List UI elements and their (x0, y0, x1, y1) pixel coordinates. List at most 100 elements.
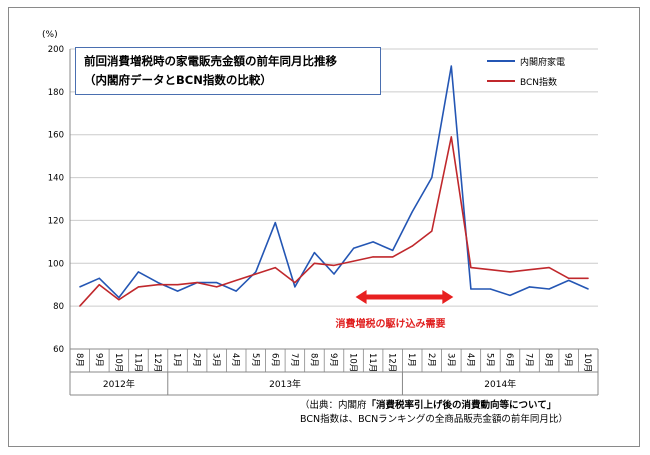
data-point (470, 288, 472, 290)
data-point (568, 277, 570, 279)
chart-title-box: 前回消費増税時の家電販売金額の前年同月比推移 （内閣府データとBCN指数の比較） (75, 47, 381, 95)
data-point (255, 273, 257, 275)
y-tick-label: 140 (48, 174, 64, 184)
data-point (294, 286, 296, 288)
legend-label-cabinet: 内閣府家電 (520, 57, 566, 68)
legend-swatch-cabinet (487, 60, 515, 62)
x-tick-label: 11月 (132, 353, 142, 372)
data-point (157, 284, 159, 286)
data-point (352, 260, 355, 262)
data-point (137, 271, 140, 273)
data-point (98, 284, 100, 286)
data-point (313, 262, 316, 264)
data-point (176, 290, 179, 292)
data-point (450, 136, 452, 138)
data-point (548, 288, 550, 290)
legend-item-bcn: BCN指数 (487, 71, 565, 91)
x-tick-label: 8月 (543, 353, 553, 367)
data-point (333, 273, 335, 275)
x-tick-label: 11月 (367, 353, 377, 372)
data-point (274, 266, 276, 269)
data-point (470, 266, 472, 269)
data-point (372, 256, 374, 258)
data-point (255, 271, 257, 273)
legend-swatch-bcn (487, 80, 515, 82)
data-point (216, 286, 218, 288)
source-title: 「消費税率引上げ後の消費動向等について」 (366, 400, 557, 411)
data-point (235, 290, 237, 292)
data-point (79, 286, 81, 288)
x-tick-label: 5月 (250, 353, 260, 367)
data-point (118, 296, 120, 299)
chart-subtitle: （内閣府データとBCN指数の比較） (84, 73, 272, 87)
data-point (489, 269, 492, 271)
x-tick-label: 12月 (387, 353, 397, 372)
data-point (431, 176, 433, 179)
legend: 内閣府家電 BCN指数 (487, 51, 565, 91)
x-tick-label: 1月 (406, 353, 416, 367)
data-point (137, 286, 140, 288)
y-tick-label: 60 (53, 345, 64, 355)
x-tick-label: 10月 (113, 353, 123, 372)
x-tick-label: 4月 (465, 353, 475, 367)
highlight-arrow-head-right (442, 290, 454, 304)
data-point (509, 271, 511, 273)
data-point (216, 281, 218, 284)
y-tick-label: 160 (48, 131, 64, 141)
data-point (98, 277, 100, 279)
x-tick-label: 7月 (524, 353, 534, 367)
y-tick-label: 180 (48, 88, 64, 98)
data-point (352, 247, 355, 249)
x-tick-label: 3月 (211, 353, 221, 367)
data-point (176, 284, 179, 286)
x-tick-label: 4月 (230, 353, 240, 367)
x-tick-label: 5月 (484, 353, 494, 367)
highlight-arrow-head-left (355, 290, 367, 304)
source-prefix: （出典：内閣府 (300, 400, 367, 411)
data-point (196, 281, 198, 284)
data-point (333, 264, 335, 267)
x-tick-label: 8月 (308, 353, 318, 367)
data-point (489, 288, 492, 290)
y-axis-unit: (%) (42, 30, 58, 40)
data-point (157, 281, 159, 284)
x-tick-label: 12月 (152, 353, 162, 372)
x-tick-label: 9月 (328, 353, 338, 367)
data-point (431, 230, 433, 232)
data-point (392, 256, 394, 258)
x-tick-label: 10月 (348, 353, 358, 372)
x-tick-label: 2月 (191, 353, 201, 367)
year-label: 2014年 (484, 378, 516, 390)
x-tick-label: 7月 (289, 353, 299, 367)
data-point (587, 288, 589, 290)
data-point (118, 299, 120, 301)
legend-label-bcn: BCN指数 (520, 77, 558, 88)
legend-item-cabinet: 内閣府家電 (487, 51, 565, 71)
data-point (450, 65, 452, 67)
data-point (411, 245, 413, 247)
x-tick-label: 6月 (504, 353, 514, 367)
y-tick-label: 200 (48, 45, 64, 55)
y-tick-label: 80 (53, 302, 64, 312)
x-tick-label: 9月 (93, 353, 103, 367)
x-tick-label: 10月 (582, 353, 592, 372)
x-tick-label: 2月 (426, 353, 436, 367)
source-bcn-note: BCN指数は、BCNランキングの全商品販売金額の前年同月比） (300, 414, 568, 425)
chart-title: 前回消費増税時の家電販売金額の前年同月比推移 (84, 54, 337, 68)
y-tick-label: 120 (48, 216, 64, 226)
y-tick-label: 100 (48, 259, 64, 269)
data-point (411, 211, 413, 213)
year-label: 2012年 (103, 378, 135, 390)
x-tick-label: 9月 (563, 353, 573, 367)
data-point (528, 269, 531, 271)
data-point (79, 305, 81, 307)
data-point (274, 221, 276, 224)
year-label: 2013年 (269, 378, 301, 390)
data-point (528, 286, 531, 288)
data-point (587, 277, 589, 279)
data-point (392, 249, 394, 252)
highlight-annotation: 消費増税の駆け込み需要 (335, 319, 446, 330)
x-tick-label: 6月 (269, 353, 279, 367)
data-point (294, 281, 296, 284)
